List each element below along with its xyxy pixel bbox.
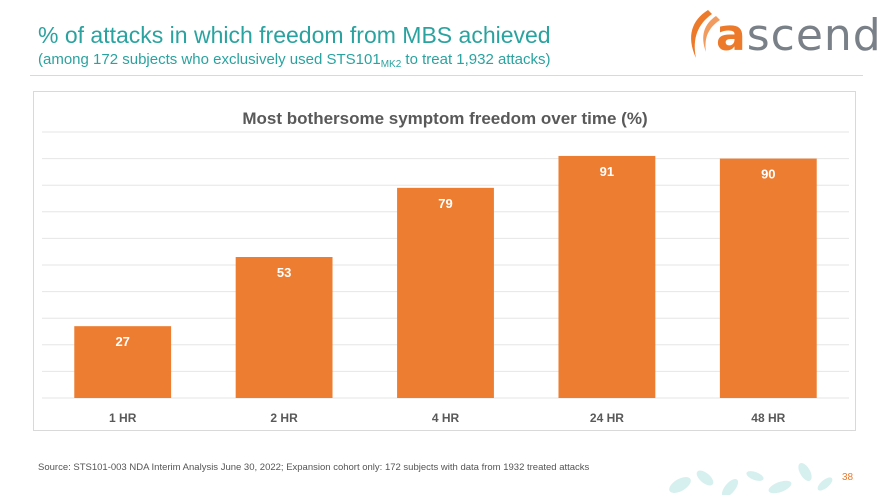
ascend-logo: ascend — [678, 6, 880, 62]
page-number: 38 — [842, 472, 854, 483]
bar-1-hr — [74, 326, 172, 398]
x-axis-ticks: 1 HR 2 HR 4 HR 24 HR 48 HR — [109, 411, 786, 425]
bar-24-hr — [558, 155, 656, 398]
x-tick-label: 2 HR — [270, 411, 298, 425]
x-tick-label: 24 HR — [590, 411, 624, 425]
bar-4-hr — [397, 187, 494, 398]
bar-value-label: 27 — [115, 334, 129, 349]
slide-title: % of attacks in which freedom from MBS a… — [38, 22, 551, 48]
logo-swoosh-icon — [691, 10, 720, 58]
subtitle-prefix: (among 172 subjects who exclusively used… — [38, 51, 381, 68]
source-note: Source: STS101-003 NDA Interim Analysis … — [38, 462, 590, 473]
bar-value-label: 79 — [438, 196, 452, 211]
chart-title: Most bothersome symptom freedom over tim… — [242, 109, 647, 128]
x-tick-label: 1 HR — [109, 411, 137, 425]
bar-48-hr — [719, 158, 817, 398]
decorative-leaves-icon — [669, 462, 833, 495]
bar-chart: Most bothersome symptom freedom over tim… — [42, 109, 849, 425]
chart-frame: Most bothersome symptom freedom over tim… — [33, 91, 856, 431]
bars — [74, 155, 817, 398]
subtitle-suffix: to treat 1,932 attacks) — [401, 51, 551, 68]
logo-letters-rest: scend — [746, 10, 880, 61]
slide-subtitle: (among 172 subjects who exclusively used… — [38, 51, 551, 70]
x-tick-label: 48 HR — [751, 411, 785, 425]
bar-value-label: 90 — [761, 167, 775, 182]
logo-letter-a: a — [716, 10, 747, 61]
bar-value-label: 53 — [277, 265, 291, 280]
subtitle-subscript: MK2 — [380, 59, 402, 70]
bar-value-label: 91 — [600, 164, 614, 179]
x-tick-label: 4 HR — [432, 411, 460, 425]
header-divider — [30, 75, 863, 76]
bar-2-hr — [235, 257, 333, 398]
data-labels: 27 53 79 91 90 — [115, 164, 775, 349]
logo-wordmark: ascend — [716, 10, 880, 61]
